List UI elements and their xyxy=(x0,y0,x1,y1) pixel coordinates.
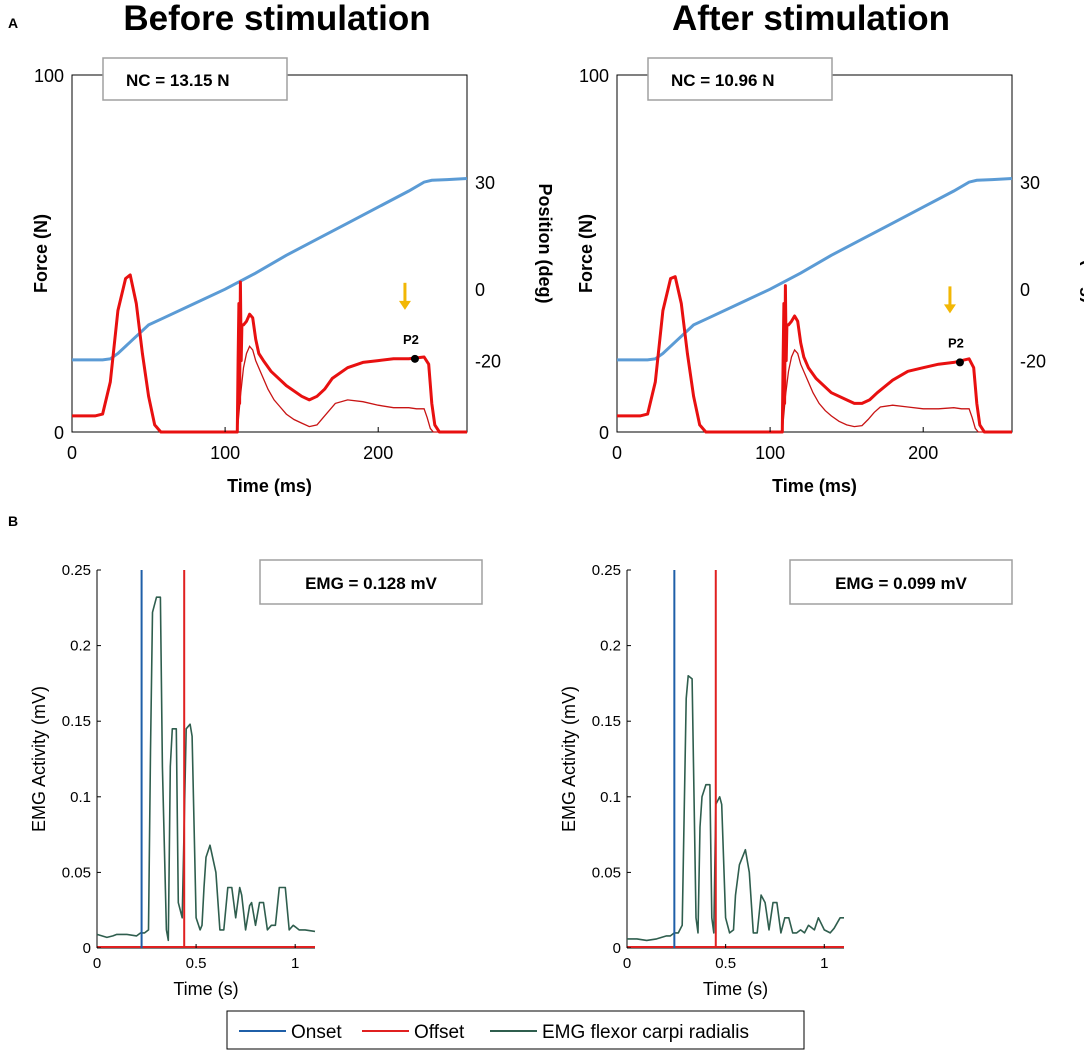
y2-axis-label: Position (deg) xyxy=(535,184,555,304)
x-tick-label: 100 xyxy=(210,443,240,463)
x-axis-label: Time (s) xyxy=(173,979,238,999)
y-axis-label: Force (N) xyxy=(576,214,596,293)
force-line xyxy=(72,273,467,434)
force-thin-line xyxy=(781,348,1012,433)
p2-label: P2 xyxy=(403,332,419,347)
emg-chart-after: 0 0.5 1 0 0.05 0.1 0.15 0.2 0.25 Time (s) EMG Acti… xyxy=(559,559,1013,999)
y-axis-label: Force (N) xyxy=(31,214,51,293)
position-line xyxy=(72,177,468,362)
y-tick-label: 0 xyxy=(54,423,64,443)
x-tick-label: 100 xyxy=(755,443,785,463)
y-tick-label: 100 xyxy=(34,66,64,86)
force-chart-before: Before stimulation P2 0 100 200 0 100 -20 0 30 Tim… xyxy=(31,0,555,496)
x-tick-label: 0.5 xyxy=(186,955,207,972)
x-axis-label: Time (ms) xyxy=(772,476,857,496)
nc-annotation: NC = 13.15 N xyxy=(126,71,229,90)
position-line xyxy=(617,177,1013,362)
y-tick-label: 0.1 xyxy=(600,789,621,806)
y-tick-label: 100 xyxy=(579,66,609,86)
y2-tick-label: 30 xyxy=(1020,173,1040,193)
x-tick-label: 0 xyxy=(93,955,101,972)
p2-label: P2 xyxy=(948,335,964,350)
y-axis-label: EMG Activity (mV) xyxy=(29,686,49,832)
legend-offset-label: Offset xyxy=(414,1022,465,1043)
legend-onset-label: Onset xyxy=(291,1022,342,1043)
x-tick-label: 0 xyxy=(67,443,77,463)
emg-annotation: EMG = 0.099 mV xyxy=(835,574,967,593)
x-tick-label: 0.5 xyxy=(715,955,736,972)
y2-tick-label: 30 xyxy=(475,173,495,193)
y2-axis-label: Position (deg) xyxy=(1080,184,1084,304)
x-tick-label: 0 xyxy=(623,955,631,972)
y-axis-label: EMG Activity (mV) xyxy=(559,686,579,832)
y-tick-label: 0 xyxy=(599,423,609,443)
x-tick-label: 200 xyxy=(908,443,938,463)
y-tick-label: 0 xyxy=(613,940,621,957)
y-tick-label: 0.05 xyxy=(592,864,621,881)
y-tick-label: 0.25 xyxy=(592,562,621,579)
p2-marker xyxy=(955,358,964,367)
y2-tick-label: 0 xyxy=(475,280,485,300)
p2-marker xyxy=(410,354,419,363)
emg-annotation-box xyxy=(259,559,483,605)
x-tick-label: 200 xyxy=(363,443,393,463)
y-tick-label: 0.05 xyxy=(62,864,91,881)
emg-chart-before: 0 0.5 1 0 0.05 0.1 0.15 0.2 0.25 Time (s) EMG Acti… xyxy=(29,559,483,999)
emg-annotation-box xyxy=(789,559,1013,605)
plot-frame xyxy=(71,74,468,433)
legend: Onset Offset EMG flexor carpi radialis xyxy=(226,1010,805,1050)
emg-trace xyxy=(96,596,316,942)
x-tick-label: 1 xyxy=(291,955,299,972)
x-axis-label: Time (ms) xyxy=(227,476,312,496)
y-tick-label: 0.25 xyxy=(62,562,91,579)
arrow-head xyxy=(943,304,956,314)
y2-tick-label: 0 xyxy=(1020,280,1030,300)
y2-tick-label: -20 xyxy=(1020,352,1046,372)
panel-b-label: B xyxy=(8,513,18,529)
emg-trace xyxy=(627,675,844,942)
y-tick-label: 0.15 xyxy=(592,713,621,730)
x-tick-label: 0 xyxy=(612,443,622,463)
y2-tick-label: -20 xyxy=(475,352,501,372)
y-tick-label: 0.1 xyxy=(70,789,91,806)
chart-title: Before stimulation xyxy=(123,0,430,38)
force-line xyxy=(617,275,1012,434)
y-tick-label: 0.2 xyxy=(600,638,621,655)
x-tick-label: 1 xyxy=(820,955,828,972)
nc-annotation-box xyxy=(647,57,833,101)
y-tick-label: 0 xyxy=(83,940,91,957)
arrow-head xyxy=(398,300,411,310)
panel-a-label: A xyxy=(8,15,18,31)
x-axis-label: Time (s) xyxy=(703,979,768,999)
force-thin-line xyxy=(236,345,467,433)
nc-annotation-box xyxy=(102,57,288,101)
chart-title: After stimulation xyxy=(672,0,950,38)
legend-emg-label: EMG flexor carpi radialis xyxy=(542,1022,749,1043)
emg-annotation: EMG = 0.128 mV xyxy=(305,574,437,593)
force-chart-after: After stimulation P2 0 100 200 0 100 -20 0 30 Time… xyxy=(576,0,1084,496)
y-tick-label: 0.15 xyxy=(62,713,91,730)
nc-annotation: NC = 10.96 N xyxy=(671,71,774,90)
y-tick-label: 0.2 xyxy=(70,638,91,655)
